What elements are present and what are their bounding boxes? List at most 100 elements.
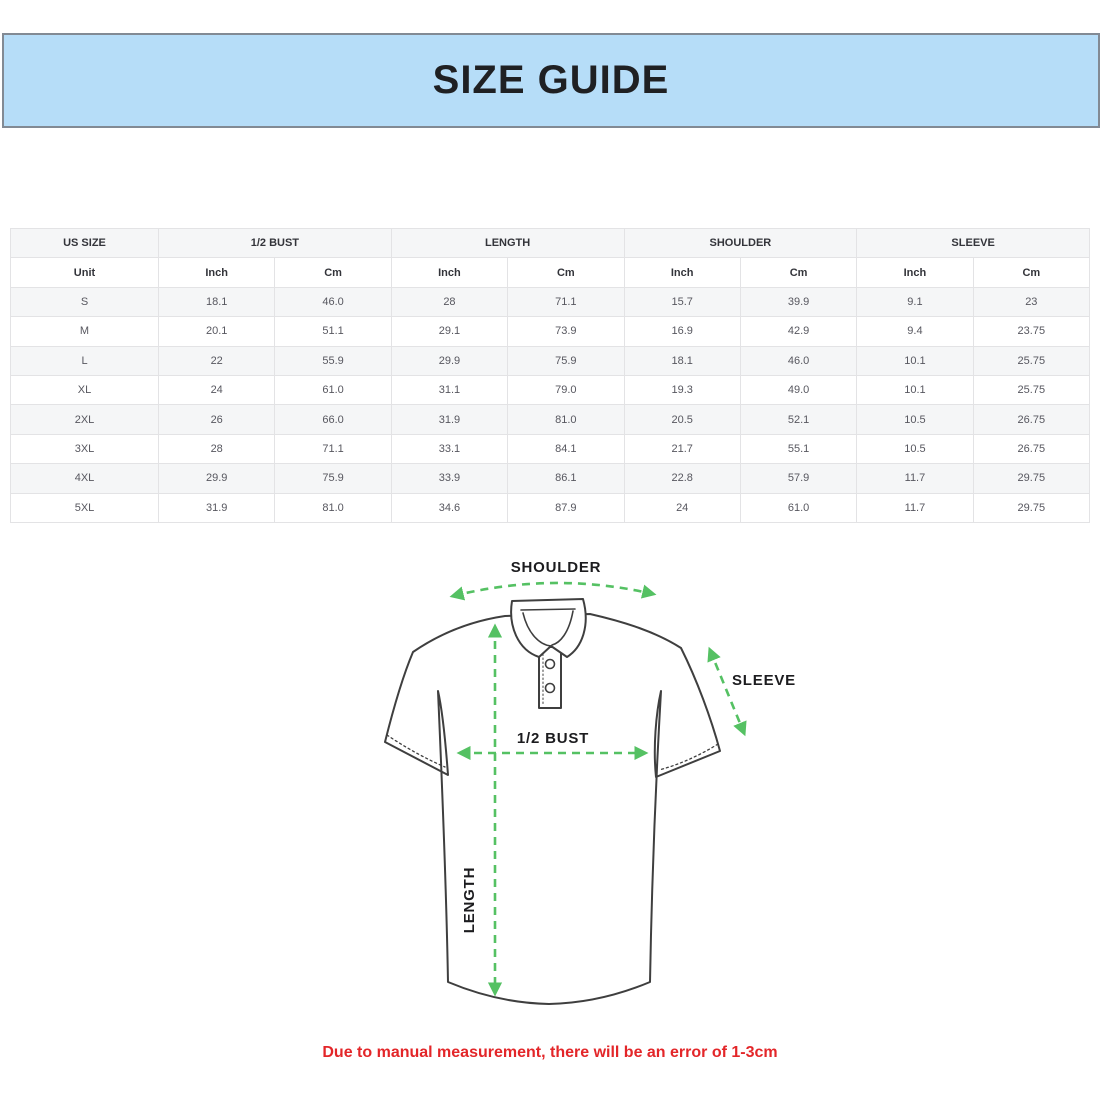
measurement-cell: 10.5	[856, 404, 974, 435]
measurement-cell: 81.0	[507, 404, 625, 435]
sleeve-label: SLEEVE	[732, 672, 796, 689]
unit-header-cell: Inch	[623, 257, 741, 288]
measurement-cell: 23	[972, 286, 1091, 318]
measurement-cell: 33.1	[390, 433, 509, 465]
polo-shirt-drawing: SHOULDER SLEEVE 1/2 BUST LENGTH	[384, 559, 796, 1005]
measurement-cell: 9.1	[856, 286, 974, 318]
size-label-cell: M	[10, 316, 159, 347]
measurement-cell: 31.1	[390, 374, 509, 406]
size-label-cell: S	[10, 286, 159, 318]
length-label: LENGTH	[461, 867, 478, 933]
measurement-cell: 29.1	[390, 316, 509, 347]
measurement-cell: 66.0	[274, 404, 392, 435]
column-group-length: LENGTH	[390, 227, 625, 259]
measurement-cell: 29.75	[972, 463, 1091, 494]
collar	[510, 598, 587, 658]
measurement-cell: 26.75	[972, 404, 1091, 435]
measurement-cell: 52.1	[739, 404, 858, 435]
shirt-outline	[384, 598, 721, 1005]
measurement-cell: 20.1	[157, 316, 276, 347]
unit-header-cell: Cm	[972, 257, 1091, 288]
measurement-cell: 81.0	[274, 492, 392, 523]
table-row: XL 24 61.0 31.1 79.0 19.3 49.0 10.1 25.75	[10, 374, 1091, 406]
measurement-cell: 26.75	[972, 433, 1091, 465]
measurement-cell: 21.7	[623, 433, 741, 465]
size-label-cell: XL	[10, 374, 159, 406]
measurement-cell: 61.0	[739, 492, 858, 523]
measurement-cell: 61.0	[274, 374, 392, 406]
unit-header-cell: Unit	[10, 257, 159, 288]
measurement-note: Due to manual measurement, there will be…	[322, 1044, 778, 1061]
table-row: 3XL 28 71.1 33.1 84.1 21.7 55.1 10.5 26.75	[10, 433, 1091, 465]
column-group-bust: 1/2 BUST	[158, 227, 392, 259]
measurement-cell: 18.1	[157, 286, 276, 318]
unit-header-cell: Cm	[739, 257, 858, 288]
column-group-shoulder: SHOULDER	[623, 227, 858, 259]
measurement-cell: 18.1	[623, 345, 741, 376]
measurement-cell: 86.1	[507, 463, 625, 494]
unit-header-row: Unit Inch Cm Inch Cm Inch Cm Inch Cm	[10, 257, 1091, 288]
table-row: 2XL 26 66.0 31.9 81.0 20.5 52.1 10.5 26.75	[10, 404, 1091, 435]
button-bottom	[544, 682, 556, 694]
size-label-cell: 2XL	[10, 404, 159, 435]
measurement-cell: 79.0	[507, 374, 625, 406]
measurement-cell: 11.7	[856, 463, 974, 494]
measurement-cell: 87.9	[507, 492, 625, 523]
measurement-cell: 23.75	[972, 316, 1091, 347]
measurement-cell: 33.9	[390, 463, 509, 494]
table-row: 5XL 31.9 81.0 34.6 87.9 24 61.0 11.7 29.75	[10, 492, 1091, 523]
measurement-cell: 71.1	[274, 433, 392, 465]
size-label-cell: 5XL	[10, 492, 159, 523]
unit-header-cell: Cm	[274, 257, 392, 288]
measurement-cell: 22.8	[623, 463, 741, 494]
measurement-cell: 57.9	[739, 463, 858, 494]
measurement-arrows	[449, 581, 747, 997]
size-label-cell: L	[10, 345, 159, 376]
measurement-cell: 49.0	[739, 374, 858, 406]
measurement-cell: 46.0	[274, 286, 392, 318]
shoulder-arrow	[449, 581, 657, 601]
sleeve-arrow	[707, 646, 747, 737]
measurement-cell: 19.3	[623, 374, 741, 406]
group-header-row: US SIZE 1/2 BUST LENGTH SHOULDER SLEEVE	[10, 227, 1090, 259]
shoulder-label: SHOULDER	[511, 559, 602, 576]
measurement-cell: 73.9	[507, 316, 625, 347]
size-label-cell: 3XL	[10, 433, 159, 465]
unit-header-cell: Inch	[157, 257, 276, 288]
measurement-cell: 10.1	[856, 345, 974, 376]
measurement-cell: 84.1	[507, 433, 625, 465]
bust-label: 1/2 BUST	[517, 730, 589, 747]
measurement-cell: 25.75	[972, 345, 1091, 376]
table-body: S 18.1 46.0 28 71.1 15.7 39.9 9.1 23 M 20.1 51.1 29.…	[10, 286, 1091, 523]
table-row: S 18.1 46.0 28 71.1 15.7 39.9 9.1 23	[10, 286, 1091, 318]
measurement-cell: 24	[157, 374, 276, 406]
column-group-us-size: US SIZE	[10, 227, 159, 259]
measurement-cell: 20.5	[623, 404, 741, 435]
table-row: L 22 55.9 29.9 75.9 18.1 46.0 10.1 25.75	[10, 345, 1091, 376]
table-row: 4XL 29.9 75.9 33.9 86.1 22.8 57.9 11.7 29.75	[10, 463, 1091, 494]
measurement-cell: 29.9	[390, 345, 509, 376]
table-row: M 20.1 51.1 29.1 73.9 16.9 42.9 9.4 23.75	[10, 316, 1091, 347]
banner: SIZE GUIDE	[2, 33, 1100, 128]
shirt-measurement-diagram: SHOULDER SLEEVE 1/2 BUST LENGTH	[320, 545, 820, 1050]
placket	[538, 646, 562, 709]
measurement-cell: 39.9	[739, 286, 858, 318]
measurement-cell: 22	[157, 345, 276, 376]
measurement-cell: 75.9	[507, 345, 625, 376]
measurement-cell: 75.9	[274, 463, 392, 494]
measurement-cell: 11.7	[856, 492, 974, 523]
measurement-cell: 55.9	[274, 345, 392, 376]
measurement-cell: 34.6	[390, 492, 509, 523]
measurement-cell: 10.5	[856, 433, 974, 465]
measurement-cell: 16.9	[623, 316, 741, 347]
measurement-cell: 31.9	[157, 492, 276, 523]
measurement-cell: 29.75	[972, 492, 1091, 523]
button-top	[544, 658, 556, 670]
measurement-cell: 26	[157, 404, 276, 435]
measurement-cell: 28	[390, 286, 509, 318]
measurement-cell: 42.9	[739, 316, 858, 347]
table-head: US SIZE 1/2 BUST LENGTH SHOULDER SLEEVE …	[10, 227, 1091, 288]
unit-header-cell: Inch	[390, 257, 509, 288]
measurement-cell: 15.7	[623, 286, 741, 318]
measurement-cell: 46.0	[739, 345, 858, 376]
